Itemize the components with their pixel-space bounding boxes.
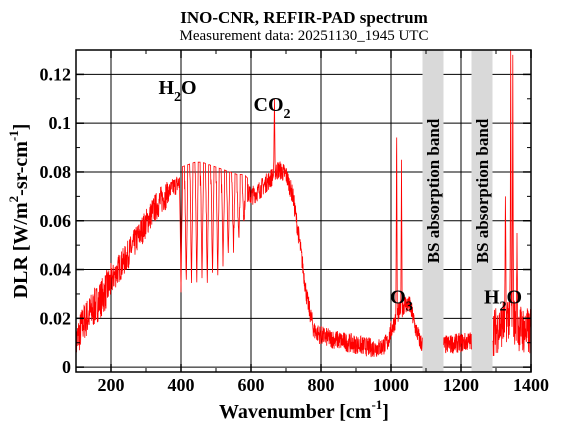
y-tick-label-1: 0.02 [40, 308, 72, 328]
chart-subtitle: Measurement data: 20251130_1945 UTC [180, 28, 429, 44]
y-tick-label-3: 0.06 [40, 211, 72, 231]
x-tick-label-3: 800 [308, 375, 335, 395]
y-tick-label-4: 0.08 [40, 162, 72, 182]
plot-area: BS absorption band BS absorption band H2O C… [40, 49, 549, 395]
y-tick-label-5: 0.1 [49, 113, 72, 133]
y-tick-label-6: 0.12 [40, 64, 72, 84]
absorption-band-0 [422, 50, 444, 372]
band-label-1: BS absorption band [473, 118, 492, 263]
x-tick-label-5: 1200 [443, 375, 479, 395]
chart-title: INO-CNR, REFIR-PAD spectrum [180, 8, 428, 27]
band-label-0: BS absorption band [424, 118, 443, 263]
plot-frame [75, 49, 532, 373]
y-tick-label-0: 0 [62, 357, 71, 377]
molecule-label-2: O3 [390, 287, 413, 315]
absorption-band-1 [471, 50, 493, 372]
y-axis-label: DLR [W/m2-sr-cm-1] [6, 124, 32, 299]
molecule-label-0: H2O [158, 77, 196, 105]
x-tick-label-6: 1400 [513, 375, 549, 395]
y-tick-label-2: 0.04 [40, 260, 72, 280]
molecule-label-3: H2O [484, 287, 522, 315]
x-axis-label: Wavenumber [cm-1] [219, 397, 389, 423]
molecule-label-1: CO2 [254, 94, 291, 122]
x-tick-label-1: 400 [168, 375, 195, 395]
x-tick-label-4: 1000 [373, 375, 409, 395]
spectrum-series-line [76, 50, 531, 363]
x-tick-label-0: 200 [98, 375, 125, 395]
x-tick-label-2: 600 [238, 375, 265, 395]
